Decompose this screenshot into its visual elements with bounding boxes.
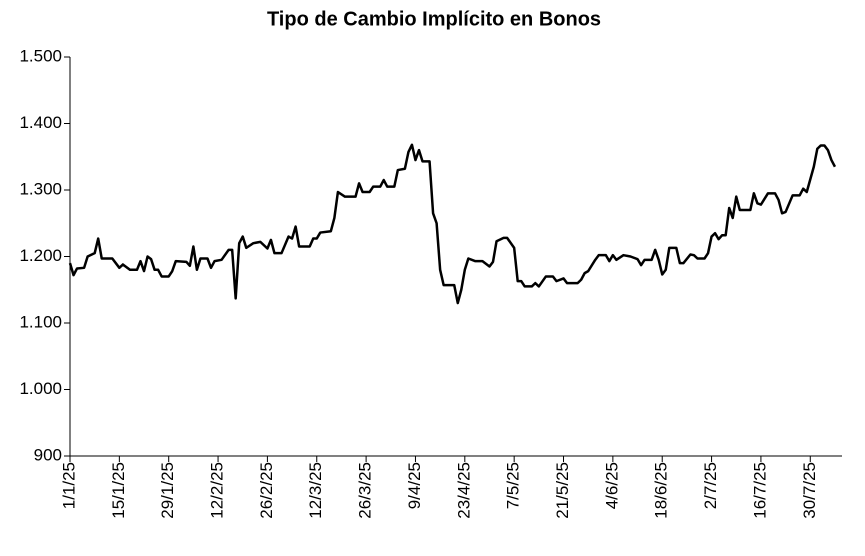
y-tick-label: 1.400 <box>19 113 62 132</box>
x-tick-label: 23/4/25 <box>454 462 473 519</box>
x-tick-label: 16/7/25 <box>750 462 769 519</box>
y-tick-label: 1.500 <box>19 46 62 65</box>
y-tick-label: 1.200 <box>19 246 62 265</box>
chart-title: Tipo de Cambio Implícito en Bonos <box>267 8 601 30</box>
line-series <box>68 143 837 305</box>
x-tick-label: 21/5/25 <box>553 462 572 519</box>
x-tick-label: 2/7/25 <box>701 462 720 509</box>
y-tick-label: 1.000 <box>19 379 62 398</box>
x-tick-label: 26/2/25 <box>257 462 276 519</box>
x-tick-label: 12/3/25 <box>306 462 325 519</box>
x-tick-label: 4/6/25 <box>602 462 621 509</box>
x-tick-label: 18/6/25 <box>652 462 671 519</box>
x-tick-label: 7/5/25 <box>504 462 523 509</box>
x-tick-label: 12/2/25 <box>208 462 227 519</box>
x-tick-label: 26/3/25 <box>356 462 375 519</box>
x-tick-label: 30/7/25 <box>800 462 819 519</box>
y-tick-label: 1.300 <box>19 179 62 198</box>
x-tick-label: 1/1/25 <box>59 462 78 509</box>
x-tick-label: 29/1/25 <box>158 462 177 519</box>
x-tick-label: 15/1/25 <box>109 462 128 519</box>
y-tick-label: 1.100 <box>19 312 62 331</box>
x-tick-label: 9/4/25 <box>405 462 424 509</box>
y-tick-label: 900 <box>34 445 62 464</box>
